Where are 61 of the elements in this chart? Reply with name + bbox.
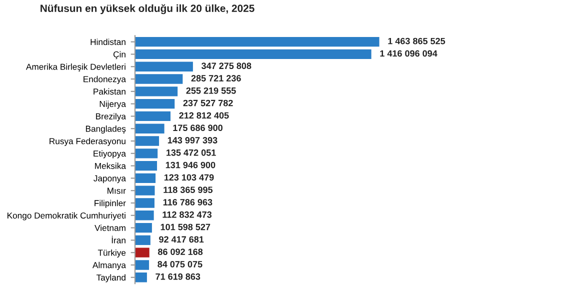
bar (135, 210, 154, 220)
y-tick-label: Pakistan (94, 88, 126, 95)
data-label: 175 686 900 (173, 124, 222, 132)
data-label: 131 946 900 (166, 162, 216, 168)
y-tick-label: Türkiye (98, 249, 126, 258)
y-tick-label: Vietnam (94, 224, 126, 231)
data-label: 86 092 168 (158, 248, 203, 256)
y-tick-label: Nijerya (100, 100, 126, 109)
bar (135, 272, 147, 282)
bar (135, 235, 150, 246)
data-label: 143 997 393 (168, 137, 218, 144)
y-tick-label: Amerika Birleşik Devletleri (26, 64, 126, 72)
data-label: 118 365 995 (164, 186, 213, 194)
data-label: 285 721 236 (191, 75, 241, 82)
bar (135, 222, 152, 233)
data-label: 101 598 527 (160, 224, 210, 230)
y-tick-label: Tayland (96, 274, 126, 282)
data-label: 84 075 075 (158, 261, 202, 268)
data-label: 237 527 782 (183, 100, 233, 106)
bar (135, 248, 150, 258)
y-tick-label: İran (112, 236, 126, 244)
data-label: 71 619 863 (156, 273, 200, 280)
y-tick-label: Filipinler (94, 200, 126, 208)
bar (135, 198, 154, 208)
bar (135, 136, 160, 146)
bar (135, 124, 164, 134)
y-tick-label: Bangladeş (86, 125, 126, 134)
y-tick-label: Kongo Demokratik Cumhuriyeti (8, 212, 126, 220)
y-tick-label: Çin (113, 51, 126, 60)
data-label: 255 219 555 (186, 87, 236, 94)
data-label: 135 472 051 (166, 149, 216, 156)
data-label: 123 103 479 (164, 174, 214, 181)
data-label: 92 417 681 (159, 236, 204, 243)
data-label: 212 812 405 (179, 112, 229, 119)
data-label: 1 416 096 094 (380, 50, 438, 57)
data-label: 347 275 808 (201, 62, 252, 70)
data-label: 112 832 473 (162, 211, 212, 218)
bar (135, 49, 372, 60)
bar (135, 74, 183, 84)
data-label: 116 786 963 (163, 199, 212, 206)
y-tick-label: Brezilya (96, 113, 126, 122)
bar (135, 36, 380, 47)
y-tick-label: Meksika (95, 162, 126, 170)
data-label: 1 463 865 525 (388, 38, 446, 44)
bar (135, 86, 178, 96)
chart-title: Nüfusun en yüksek olduğu ilk 20 ülke, 2025 (40, 4, 254, 14)
y-tick-label: Japonya (94, 175, 126, 184)
y-tick-label: Etiyopya (94, 150, 126, 158)
y-tick-label: Mısır (108, 188, 126, 194)
y-tick-label: Almanya (92, 262, 126, 270)
bar (135, 148, 158, 158)
bar (135, 160, 158, 171)
bar (135, 260, 150, 270)
bar (135, 173, 156, 184)
y-tick-label: Endonezya (84, 76, 126, 84)
bar (135, 62, 193, 72)
y-tick-label: Rusya Federasyonu (50, 138, 126, 146)
y-tick-label: Hindistan (90, 38, 126, 46)
bar (135, 98, 175, 109)
bar (135, 186, 155, 196)
bar (135, 111, 171, 122)
